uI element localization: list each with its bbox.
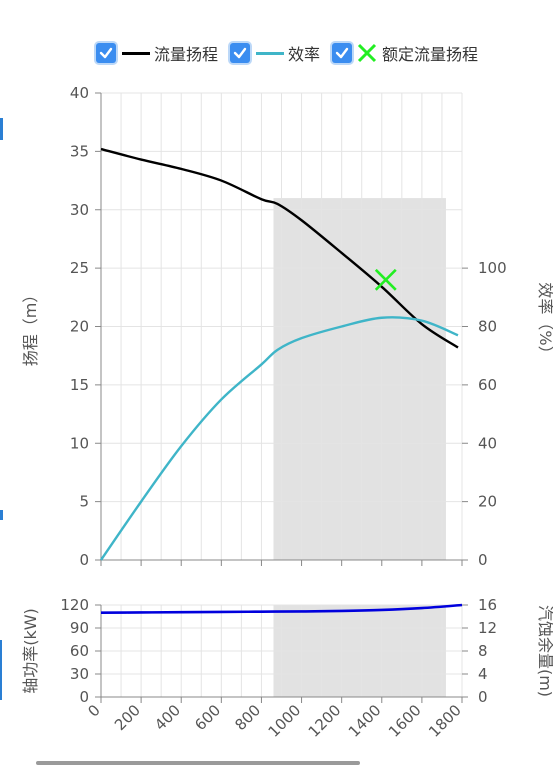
tick-label-x: 1400 <box>345 701 385 741</box>
tick-label-right: 20 <box>478 493 497 511</box>
legend-label: 流量扬程 <box>154 45 219 64</box>
legend-checkbox[interactable] <box>96 43 116 63</box>
tick-label-x: 400 <box>151 701 184 734</box>
tick-label-right: 16 <box>478 596 497 614</box>
tick-label-left: 10 <box>70 434 89 452</box>
series-line-0 <box>100 603 463 614</box>
tick-label-x: 800 <box>231 701 264 734</box>
tick-label-left: 120 <box>60 596 89 614</box>
legend-item-2[interactable]: 额定流量扬程 <box>332 41 478 65</box>
check-icon <box>335 47 349 59</box>
check-icon <box>99 47 113 59</box>
plot-0: 0 5 10 15 20 25 30 35 40 0 20 40 60 80 100 扬程（m） 效率（%） <box>21 84 553 569</box>
tick-label-left: 15 <box>70 376 89 394</box>
rated-point-marker <box>374 268 397 291</box>
y-axis-title-right: 效率（%） <box>536 282 553 361</box>
tick-label-left: 40 <box>70 84 89 102</box>
series-line-1 <box>100 316 459 561</box>
legend-cross-icon <box>357 43 377 63</box>
legend-checkbox[interactable] <box>230 43 251 63</box>
tick-label-x: 600 <box>191 701 224 734</box>
tick-label-right: 60 <box>478 376 497 394</box>
tick-label-x: 1800 <box>425 701 465 741</box>
tick-label-left: 30 <box>70 665 89 683</box>
legend-checkbox[interactable] <box>332 43 353 63</box>
legend-line-swatch <box>256 51 285 55</box>
legend: 流量扬程 效率 额定流量扬程 <box>96 38 490 68</box>
check-icon <box>233 47 247 59</box>
tick-label-right: 0 <box>478 551 488 569</box>
tick-label-right: 40 <box>478 434 497 452</box>
tick-label-x: 0 <box>84 701 103 720</box>
legend-item-0[interactable]: 流量扬程 <box>96 41 218 65</box>
tick-label-left: 90 <box>70 619 89 637</box>
tick-label-right: 4 <box>478 665 488 683</box>
tick-label-left: 60 <box>70 642 89 660</box>
y-axis-title-left: 扬程（m） <box>21 287 40 367</box>
y-axis-title-left: 轴功率(kW) <box>21 608 40 694</box>
tick-label-left: 35 <box>70 142 89 160</box>
tick-label-x: 1000 <box>265 701 305 741</box>
tick-label-left: 30 <box>70 201 89 219</box>
tick-label-left: 5 <box>79 493 89 511</box>
horizontal-scrollbar[interactable] <box>36 761 360 765</box>
tick-label-right: 80 <box>478 318 497 336</box>
tick-label-x: 200 <box>111 701 144 734</box>
series-line-0 <box>100 147 459 349</box>
tick-label-right: 0 <box>478 688 488 706</box>
legend-label: 额定流量扬程 <box>382 45 479 64</box>
tick-label-x: 1600 <box>385 701 425 741</box>
tick-label-right: 8 <box>478 642 488 660</box>
y-axis-title-right: 汽蚀余量(m) <box>536 605 553 697</box>
tick-label-right: 12 <box>478 619 497 637</box>
legend-line-swatch <box>122 51 150 55</box>
tick-label-right: 100 <box>478 259 507 277</box>
tick-label-left: 20 <box>70 318 89 336</box>
tick-label-left: 25 <box>70 259 89 277</box>
legend-label: 效率 <box>288 45 321 64</box>
tick-label-left: 0 <box>79 551 89 569</box>
tick-label-x: 1200 <box>305 701 345 741</box>
tick-label-left: 0 <box>79 688 89 706</box>
legend-item-1[interactable]: 效率 <box>230 41 320 65</box>
operating-range-shade <box>273 198 446 560</box>
